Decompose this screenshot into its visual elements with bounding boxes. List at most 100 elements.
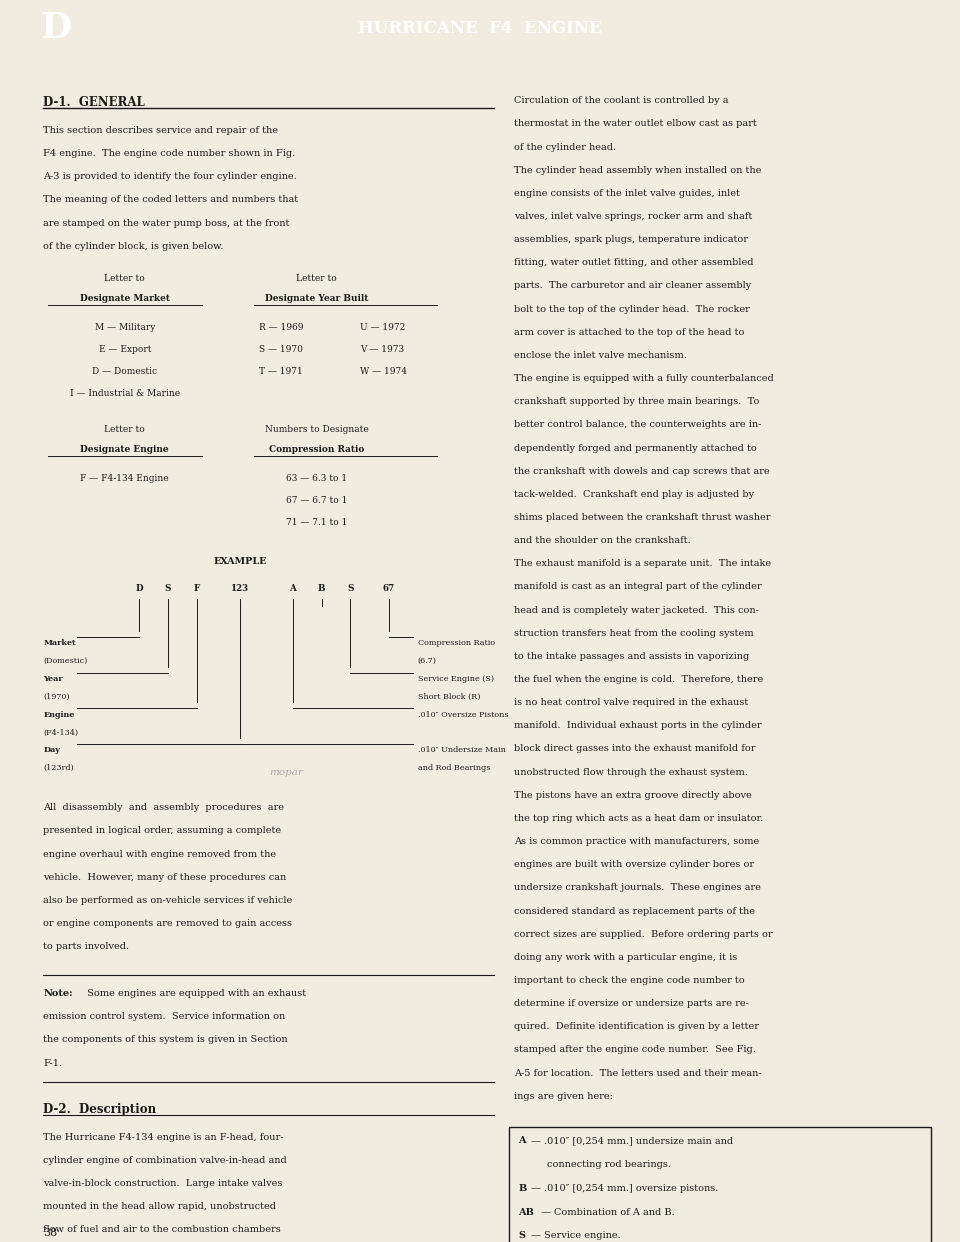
Text: block direct gasses into the exhaust manifold for: block direct gasses into the exhaust man… <box>514 744 756 754</box>
Text: The meaning of the coded letters and numbers that: The meaning of the coded letters and num… <box>43 195 299 205</box>
Text: 71 — 7.1 to 1: 71 — 7.1 to 1 <box>286 518 348 527</box>
Text: mopar: mopar <box>269 768 302 776</box>
Text: head and is completely water jacketed.  This con-: head and is completely water jacketed. T… <box>514 606 758 615</box>
Text: 67: 67 <box>383 584 395 592</box>
Text: T — 1971: T — 1971 <box>259 366 303 376</box>
Text: F: F <box>194 584 200 592</box>
Text: R — 1969: R — 1969 <box>259 323 303 332</box>
Text: manifold is cast as an integral part of the cylinder: manifold is cast as an integral part of … <box>514 582 761 591</box>
Text: D: D <box>40 11 72 46</box>
Text: (F4-134): (F4-134) <box>43 729 79 737</box>
Text: 38: 38 <box>43 1228 58 1238</box>
Text: 67 — 6.7 to 1: 67 — 6.7 to 1 <box>286 496 348 504</box>
Text: As is common practice with manufacturers, some: As is common practice with manufacturers… <box>514 837 758 846</box>
Text: engine consists of the inlet valve guides, inlet: engine consists of the inlet valve guide… <box>514 189 739 197</box>
Text: Market: Market <box>43 640 76 647</box>
Text: S: S <box>348 584 353 592</box>
Text: F4 engine.  The engine code number shown in Fig.: F4 engine. The engine code number shown … <box>43 149 296 158</box>
Text: better control balance, the counterweights are in-: better control balance, the counterweigh… <box>514 420 761 430</box>
Text: Some engines are equipped with an exhaust: Some engines are equipped with an exhaus… <box>84 989 305 999</box>
Text: shims placed between the crankshaft thrust washer: shims placed between the crankshaft thru… <box>514 513 770 522</box>
Text: AB: AB <box>518 1207 535 1217</box>
Text: D — Domestic: D — Domestic <box>92 366 157 376</box>
Text: also be performed as on-vehicle services if vehicle: also be performed as on-vehicle services… <box>43 895 293 905</box>
Text: manifold.  Individual exhaust ports in the cylinder: manifold. Individual exhaust ports in th… <box>514 722 761 730</box>
Text: vehicle.  However, many of these procedures can: vehicle. However, many of these procedur… <box>43 873 286 882</box>
Text: Letter to: Letter to <box>105 425 145 435</box>
Text: — Combination of A and B.: — Combination of A and B. <box>538 1207 674 1217</box>
Text: engines are built with oversize cylinder bores or: engines are built with oversize cylinder… <box>514 861 754 869</box>
Text: doing any work with a particular engine, it is: doing any work with a particular engine,… <box>514 953 737 961</box>
Text: Day: Day <box>43 746 60 754</box>
Text: Service Engine (S): Service Engine (S) <box>418 676 493 683</box>
Text: Numbers to Designate: Numbers to Designate <box>265 425 369 435</box>
Text: I — Industrial & Marine: I — Industrial & Marine <box>70 389 180 397</box>
Text: (1970): (1970) <box>43 693 70 700</box>
Text: flow of fuel and air to the combustion chambers: flow of fuel and air to the combustion c… <box>43 1226 281 1235</box>
Text: The Hurricane F4-134 engine is an F-head, four-: The Hurricane F4-134 engine is an F-head… <box>43 1133 284 1141</box>
Text: ings are given here:: ings are given here: <box>514 1092 612 1100</box>
Text: A-3 is provided to identify the four cylinder engine.: A-3 is provided to identify the four cyl… <box>43 173 297 181</box>
Text: parts.  The carburetor and air cleaner assembly: parts. The carburetor and air cleaner as… <box>514 282 751 291</box>
Text: thermostat in the water outlet elbow cast as part: thermostat in the water outlet elbow cas… <box>514 119 756 128</box>
Text: considered standard as replacement parts of the: considered standard as replacement parts… <box>514 907 755 915</box>
Text: The cylinder head assembly when installed on the: The cylinder head assembly when installe… <box>514 165 761 175</box>
Text: D-1.  GENERAL: D-1. GENERAL <box>43 96 145 109</box>
Text: of the cylinder head.: of the cylinder head. <box>514 143 615 152</box>
Text: Year: Year <box>43 676 62 683</box>
Text: to the intake passages and assists in vaporizing: to the intake passages and assists in va… <box>514 652 749 661</box>
Text: Designate Year Built: Designate Year Built <box>265 294 369 303</box>
Text: and the shoulder on the crankshaft.: and the shoulder on the crankshaft. <box>514 537 690 545</box>
Text: Note:: Note: <box>43 989 73 999</box>
Text: Engine: Engine <box>43 710 75 719</box>
Text: valve-in-block construction.  Large intake valves: valve-in-block construction. Large intak… <box>43 1179 282 1189</box>
Text: A-5 for location.  The letters used and their mean-: A-5 for location. The letters used and t… <box>514 1068 761 1078</box>
Text: is no heat control valve required in the exhaust: is no heat control valve required in the… <box>514 698 748 707</box>
Text: mounted in the head allow rapid, unobstructed: mounted in the head allow rapid, unobstr… <box>43 1202 276 1211</box>
Text: bolt to the top of the cylinder head.  The rocker: bolt to the top of the cylinder head. Th… <box>514 304 750 313</box>
Text: assemblies, spark plugs, temperature indicator: assemblies, spark plugs, temperature ind… <box>514 235 748 245</box>
Text: fitting, water outlet fitting, and other assembled: fitting, water outlet fitting, and other… <box>514 258 753 267</box>
Text: S — 1970: S — 1970 <box>259 345 303 354</box>
Text: Short Block (R): Short Block (R) <box>418 693 480 700</box>
Text: stamped after the engine code number.  See Fig.: stamped after the engine code number. Se… <box>514 1046 756 1054</box>
Text: Circulation of the coolant is controlled by a: Circulation of the coolant is controlled… <box>514 96 728 106</box>
Text: the fuel when the engine is cold.  Therefore, there: the fuel when the engine is cold. Theref… <box>514 676 763 684</box>
Text: and Rod Bearings: and Rod Bearings <box>418 764 490 773</box>
Text: This section describes service and repair of the: This section describes service and repai… <box>43 125 278 135</box>
Text: The pistons have an extra groove directly above: The pistons have an extra groove directl… <box>514 791 752 800</box>
Text: EXAMPLE: EXAMPLE <box>213 558 267 566</box>
Text: the crankshaft with dowels and cap screws that are: the crankshaft with dowels and cap screw… <box>514 467 769 476</box>
Text: the top ring which acts as a heat dam or insulator.: the top ring which acts as a heat dam or… <box>514 814 763 823</box>
Text: Compression Ratio: Compression Ratio <box>269 446 365 455</box>
Text: valves, inlet valve springs, rocker arm and shaft: valves, inlet valve springs, rocker arm … <box>514 212 752 221</box>
Text: — Service engine.: — Service engine. <box>528 1231 621 1241</box>
Text: undersize crankshaft journals.  These engines are: undersize crankshaft journals. These eng… <box>514 883 760 893</box>
Text: B: B <box>318 584 325 592</box>
Text: 123: 123 <box>231 584 249 592</box>
Text: Designate Engine: Designate Engine <box>81 446 169 455</box>
Text: Letter to: Letter to <box>105 274 145 283</box>
Text: V — 1973: V — 1973 <box>360 345 404 354</box>
Text: — .010″ [0,254 mm.] oversize pistons.: — .010″ [0,254 mm.] oversize pistons. <box>528 1184 718 1192</box>
Text: — .010″ [0,254 mm.] undersize main and: — .010″ [0,254 mm.] undersize main and <box>528 1136 733 1145</box>
Text: or engine components are removed to gain access: or engine components are removed to gain… <box>43 919 292 928</box>
Text: (123rd): (123rd) <box>43 764 74 773</box>
Text: E — Export: E — Export <box>99 345 151 354</box>
Text: important to check the engine code number to: important to check the engine code numbe… <box>514 976 744 985</box>
Text: D-2.  Description: D-2. Description <box>43 1103 156 1117</box>
Text: All  disassembly  and  assembly  procedures  are: All disassembly and assembly procedures … <box>43 804 284 812</box>
Text: Letter to: Letter to <box>297 274 337 283</box>
Text: of the cylinder block, is given below.: of the cylinder block, is given below. <box>43 242 224 251</box>
Text: .010″ Oversize Pistons: .010″ Oversize Pistons <box>418 710 508 719</box>
Text: crankshaft supported by three main bearings.  To: crankshaft supported by three main beari… <box>514 397 759 406</box>
Text: (Domestic): (Domestic) <box>43 657 87 666</box>
Text: quired.  Definite identification is given by a letter: quired. Definite identification is given… <box>514 1022 758 1031</box>
Text: the components of this system is given in Section: the components of this system is given i… <box>43 1036 288 1045</box>
Text: A: A <box>289 584 297 592</box>
Text: determine if oversize or undersize parts are re-: determine if oversize or undersize parts… <box>514 999 749 1009</box>
Text: U — 1972: U — 1972 <box>360 323 405 332</box>
Bar <box>509 1126 931 1242</box>
Text: A: A <box>518 1136 526 1145</box>
Text: HURRICANE  F4  ENGINE: HURRICANE F4 ENGINE <box>358 20 602 37</box>
